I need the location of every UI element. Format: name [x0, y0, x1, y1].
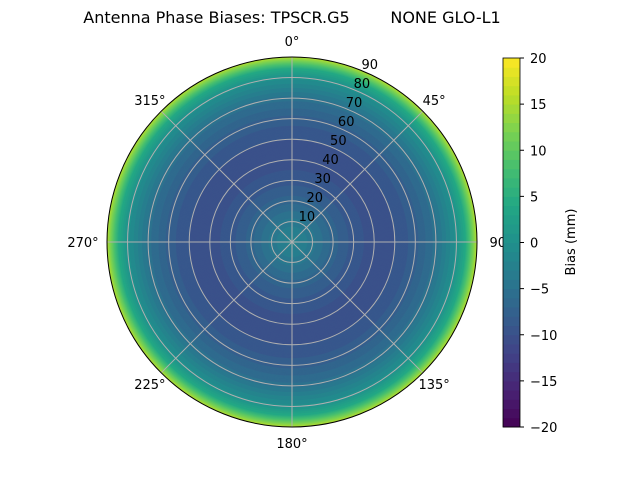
colorbar-segment [503, 399, 520, 410]
colorbar-segment [503, 251, 520, 262]
colorbar-segment [503, 141, 520, 151]
colorbar [502, 57, 521, 428]
colorbar-segment [503, 353, 520, 363]
r-tick-label: 90 [362, 58, 379, 73]
colorbar-segment [503, 150, 520, 160]
colorbar-segment [503, 242, 520, 253]
theta-tick-label: 0° [285, 35, 300, 50]
theta-tick-label: 135° [418, 378, 449, 393]
theta-tick-label: 225° [134, 378, 165, 393]
colorbar-segment [503, 417, 520, 428]
colorbar-segment [503, 334, 520, 345]
colorbar-segment [503, 362, 520, 373]
colorbar-segment [503, 371, 520, 382]
colorbar-tick-label: −20 [530, 421, 557, 436]
colorbar-segment [503, 113, 520, 124]
chart-title: Antenna Phase Biases: TPSCR.G5 NONE GLO-… [83, 8, 500, 27]
colorbar-segment [503, 224, 520, 234]
colorbar-segment [503, 168, 520, 179]
r-tick-label: 50 [330, 134, 347, 149]
colorbar-segment [503, 196, 520, 207]
colorbar-segment [503, 325, 520, 336]
colorbar-tick-label: 0 [530, 237, 538, 252]
colorbar-segment [503, 380, 520, 391]
r-tick-label: 70 [346, 96, 363, 111]
r-tick-label: 30 [314, 172, 331, 187]
r-tick-label: 10 [299, 210, 316, 225]
colorbar-segment [503, 205, 520, 216]
colorbar-tick-label: −10 [530, 329, 557, 344]
theta-gridline [160, 110, 293, 243]
r-tick-label: 60 [338, 115, 355, 130]
polar-outline [106, 56, 478, 428]
colorbar-segment [503, 279, 520, 290]
theta-tick-label: 45° [423, 94, 446, 109]
colorbar-segment [503, 76, 520, 87]
r-tick-label: 40 [322, 153, 339, 168]
colorbar-segment [503, 104, 520, 114]
colorbar-segment [503, 67, 520, 77]
colorbar-segment [503, 131, 520, 142]
theta-gridline [160, 241, 293, 374]
colorbar-tick-label: 5 [530, 190, 538, 205]
theta-gridline [291, 110, 424, 243]
colorbar-segment [503, 233, 520, 243]
colorbar-tick-label: −15 [530, 375, 557, 390]
colorbar-segment [503, 85, 520, 96]
theta-tick-label: 270° [67, 236, 98, 251]
colorbar-segment [503, 122, 520, 133]
colorbar-segment [503, 214, 520, 225]
colorbar-segment [503, 270, 520, 280]
colorbar-segment [503, 260, 520, 271]
colorbar-segment [503, 58, 520, 68]
colorbar-segment [503, 316, 520, 327]
colorbar-segment [503, 343, 520, 354]
colorbar-tick-label: 15 [530, 98, 547, 113]
colorbar-tick-label: 20 [530, 52, 547, 67]
colorbar-segment [503, 288, 520, 299]
theta-tick-label: 315° [134, 94, 165, 109]
colorbar-segment [503, 94, 520, 105]
colorbar-segment [503, 177, 520, 188]
r-tick-label: 80 [354, 77, 371, 92]
colorbar-segment [503, 307, 520, 317]
r-tick-label: 20 [306, 191, 323, 206]
theta-gridline [291, 241, 424, 374]
colorbar-segment [503, 187, 520, 197]
colorbar-segment [503, 159, 520, 170]
colorbar-segment [503, 408, 520, 419]
theta-tick-label: 180° [276, 437, 307, 452]
colorbar-label: Bias (mm) [564, 209, 579, 276]
colorbar-tick-label: 10 [530, 144, 547, 159]
colorbar-segment [503, 297, 520, 308]
colorbar-segment [503, 390, 520, 400]
colorbar-tick-label: −5 [530, 283, 549, 298]
polar-grid [107, 57, 477, 427]
